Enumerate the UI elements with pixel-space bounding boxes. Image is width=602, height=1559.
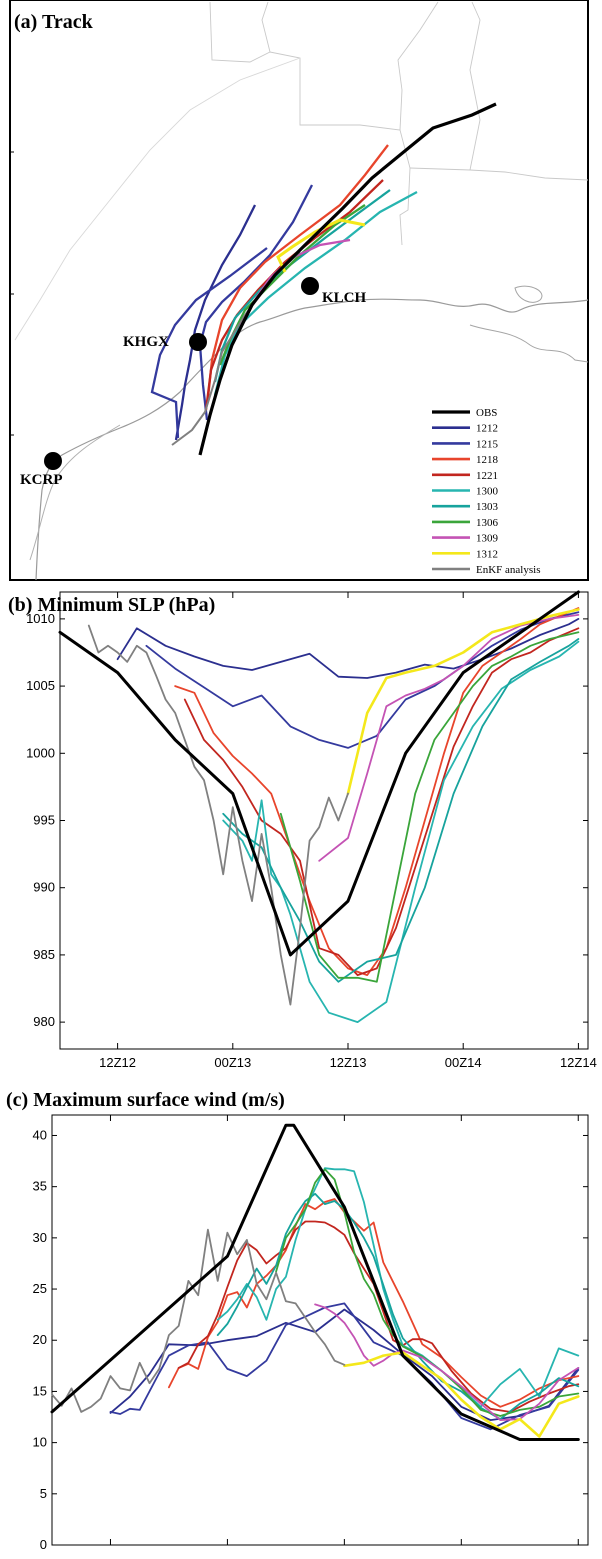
legend-label-1309: 1309 [476,533,499,545]
legend-label-1212: 1212 [476,423,498,435]
slp-y-tick-label: 980 [33,1014,55,1029]
track-1300 [213,190,418,396]
panel-c-title: (c) Maximum surface wind (m/s) [6,1089,285,1111]
wind-y-tick-label: 10 [33,1435,47,1450]
station-label-kcrp: KCRP [20,472,63,488]
slp-y-tick-label: 990 [33,880,55,895]
station-label-klch: KLCH [322,290,367,306]
slp-line-1312 [346,608,580,795]
panel-a-title: (a) Track [14,11,94,33]
coastline-detail [469,324,589,363]
station-label-khgx: KHGX [123,334,169,350]
wind-y-tick-label: 40 [33,1127,47,1142]
track-lines [150,102,497,456]
slp-x-tick-label: 12Z13 [330,1055,367,1070]
state-boundary [397,1,439,131]
wind-line-1300 [216,1167,580,1408]
state-boundary [14,57,301,341]
state-boundary [409,167,589,181]
slp-x-tick-label: 00Z14 [445,1055,482,1070]
legend-label-enkf-analysis: EnKF analysis [476,564,540,576]
slp-y-tick-label: 985 [33,947,55,962]
wind-line-obs [50,1123,580,1441]
wind-y-tick-label: 30 [33,1230,47,1245]
wind-y-axis: 0 5 10 15 20 25 30 35 40 [33,1127,588,1552]
slp-line-1215 [145,611,580,749]
slp-line-1309 [318,614,580,862]
slp-line-enkf-analysis [87,624,349,1006]
wind-y-tick-label: 15 [33,1383,47,1398]
wind-line-1218 [167,1198,580,1408]
track-obs [198,102,497,456]
wind-line-1312 [343,1351,580,1438]
wind-series-lines [50,1123,580,1441]
wind-y-tick-label: 5 [40,1486,47,1501]
wind-y-tick-label: 20 [33,1332,47,1347]
legend-label-1218: 1218 [476,454,499,466]
slp-y-tick-label: 1005 [26,678,55,693]
legend-label-1300: 1300 [476,486,499,498]
barrier-island [29,424,121,561]
state-boundary [261,1,271,53]
legend-label-1306: 1306 [476,517,499,529]
lake [514,285,543,303]
slp-y-tick-label: 995 [33,813,55,828]
slp-x-tick-label: 12Z14 [560,1055,597,1070]
state-boundary [399,167,411,246]
wind-y-tick-label: 0 [40,1537,47,1552]
wind-line-1221 [177,1220,580,1413]
slp-y-tick-label: 1010 [26,611,55,626]
track-1212 [174,204,257,441]
slp-x-tick-label: 00Z13 [214,1055,251,1070]
station-marker-kcrp [44,452,62,470]
station-marker-klch [301,277,319,295]
slp-series-lines [58,590,580,1023]
slp-y-tick-label: 1000 [26,745,55,760]
slp-line-1218 [174,607,580,976]
slp-y-axis: 980 985 990 995 1000 1005 1010 [26,611,588,1029]
panel-b-title: (b) Minimum SLP (hPa) [8,594,215,616]
slp-line-1306 [279,631,580,983]
wind-line-1303 [216,1192,580,1420]
legend-label-1215: 1215 [476,438,499,450]
slp-chart-panel: 980 985 990 995 1000 1005 1010 12Z12 00Z13 12Z13… [8,590,597,1070]
legend-label-obs: OBS [476,407,497,419]
wind-line-enkf-analysis [51,1228,346,1413]
slp-line-obs [58,590,580,957]
slp-x-axis: 12Z12 00Z13 12Z13 00Z14 12Z14 [99,592,597,1070]
legend-label-1221: 1221 [476,470,498,482]
coastline [35,298,589,581]
station-marker-khgx [189,333,207,351]
track-legend: OBS 1212 1215 1218 1221 1300 1303 1306 1309 1312 E… [432,407,540,576]
slp-line-1221 [183,627,580,976]
wind-plot-frame [51,1114,589,1546]
legend-label-1312: 1312 [476,548,498,560]
map-background [10,1,589,581]
track-map-frame [9,0,589,581]
state-boundary [469,1,481,171]
wind-line-1306 [275,1168,580,1417]
track-1312 [276,218,366,273]
slp-line-1212 [116,618,580,679]
wind-chart-panel: 0 5 10 15 20 25 30 35 40 12Z1200Z1312Z1300Z1412Z… [6,1089,597,1559]
wind-y-tick-label: 35 [33,1179,47,1194]
slp-x-tick-label: 12Z12 [99,1055,136,1070]
wind-y-tick-label: 25 [33,1281,47,1296]
stations: KLCH KHGX KCRP [20,277,367,488]
legend-label-1303: 1303 [476,501,499,513]
track-1215 [150,247,268,439]
track-map-panel: KLCH KHGX KCRP (a) Track OBS 1212 1215 1218… [9,0,589,581]
track-1218 [206,144,389,399]
track-1215b [198,184,314,421]
wind-line-1215 [109,1302,580,1431]
